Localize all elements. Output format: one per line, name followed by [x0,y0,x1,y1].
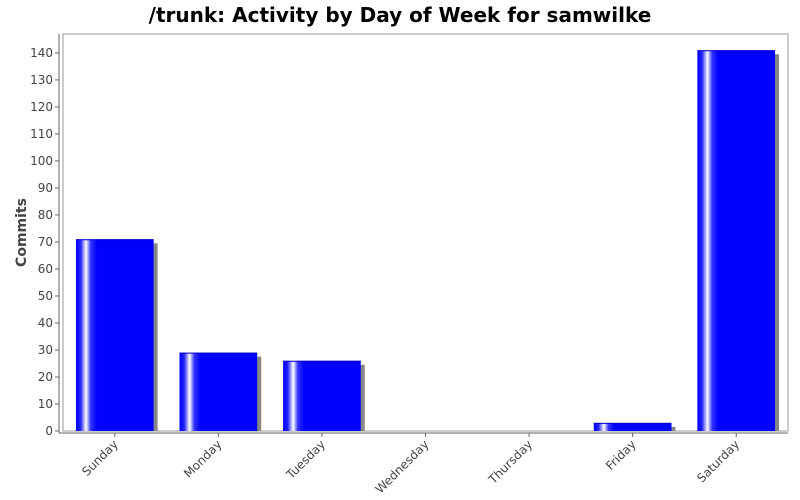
x-tick-label-saturday: Saturday [694,437,742,485]
y-tick-label: 140 [30,46,53,60]
y-tick-label: 0 [45,424,53,438]
y-tick-label: 80 [38,208,53,222]
y-tick-label: 70 [38,235,53,249]
y-tick-label: 60 [38,262,53,276]
bar-tuesday [283,360,361,431]
y-tick-label: 40 [38,316,53,330]
chart-title: /trunk: Activity by Day of Week for samw… [148,3,652,27]
bar-monday [179,352,258,431]
x-tick-label-thursday: Thursday [485,437,535,487]
x-tick-label-wednesday: Wednesday [373,437,432,496]
y-tick-label: 90 [38,181,53,195]
y-tick-label: 50 [38,289,53,303]
x-tick-label-monday: Monday [181,437,224,480]
y-tick-label: 20 [38,370,53,384]
bar-sunday [75,239,154,431]
y-axis-title: Commits [14,198,30,267]
y-tick-label: 100 [30,154,53,168]
x-tick-label-tuesday: Tuesday [283,437,328,482]
y-tick-label: 120 [30,100,53,114]
plot-frame [62,33,789,432]
bar-saturday [697,50,776,432]
y-tick-label: 130 [30,73,53,87]
y-tick-label: 30 [38,343,53,357]
bar-friday [593,422,672,431]
y-tick-label: 110 [30,127,53,141]
x-tick-label-sunday: Sunday [79,437,121,479]
y-tick-label: 10 [38,397,53,411]
x-tick-label-friday: Friday [603,437,639,473]
